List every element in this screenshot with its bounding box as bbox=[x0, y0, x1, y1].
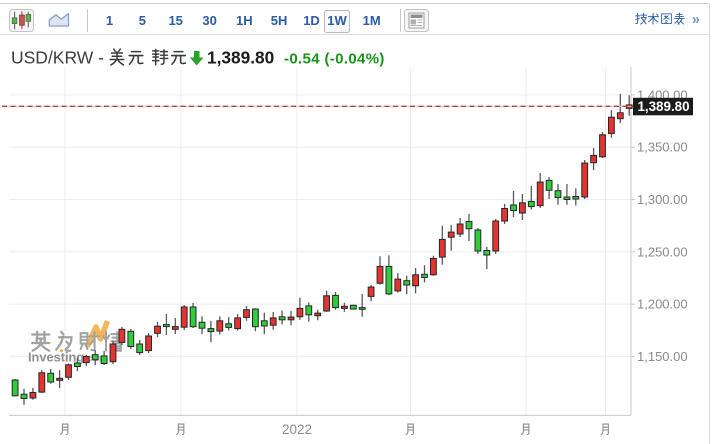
svg-text:1D: 1D bbox=[303, 13, 320, 28]
svg-text:1,250.00: 1,250.00 bbox=[637, 244, 688, 259]
svg-text:1,300.00: 1,300.00 bbox=[637, 192, 688, 207]
svg-text:1M: 1M bbox=[363, 13, 381, 28]
svg-text:1,350.00: 1,350.00 bbox=[637, 140, 688, 155]
svg-text:»: » bbox=[692, 12, 700, 28]
svg-text:1,200.00: 1,200.00 bbox=[637, 297, 688, 312]
svg-text:2022: 2022 bbox=[282, 422, 312, 437]
svg-text:30: 30 bbox=[202, 13, 216, 28]
svg-text:USD/KRW -: USD/KRW - bbox=[11, 48, 104, 68]
svg-text:5: 5 bbox=[139, 13, 146, 28]
svg-text:-0.54 (-0.04%): -0.54 (-0.04%) bbox=[284, 50, 385, 67]
svg-text:1,389.80: 1,389.80 bbox=[637, 99, 689, 114]
svg-text:1H: 1H bbox=[236, 13, 253, 28]
svg-text:1,150.00: 1,150.00 bbox=[637, 349, 688, 364]
svg-text:15: 15 bbox=[168, 13, 182, 28]
svg-text:1W: 1W bbox=[327, 13, 347, 28]
svg-text:1,389.80: 1,389.80 bbox=[207, 48, 274, 68]
svg-text:5H: 5H bbox=[271, 13, 288, 28]
svg-text:1: 1 bbox=[106, 13, 113, 28]
